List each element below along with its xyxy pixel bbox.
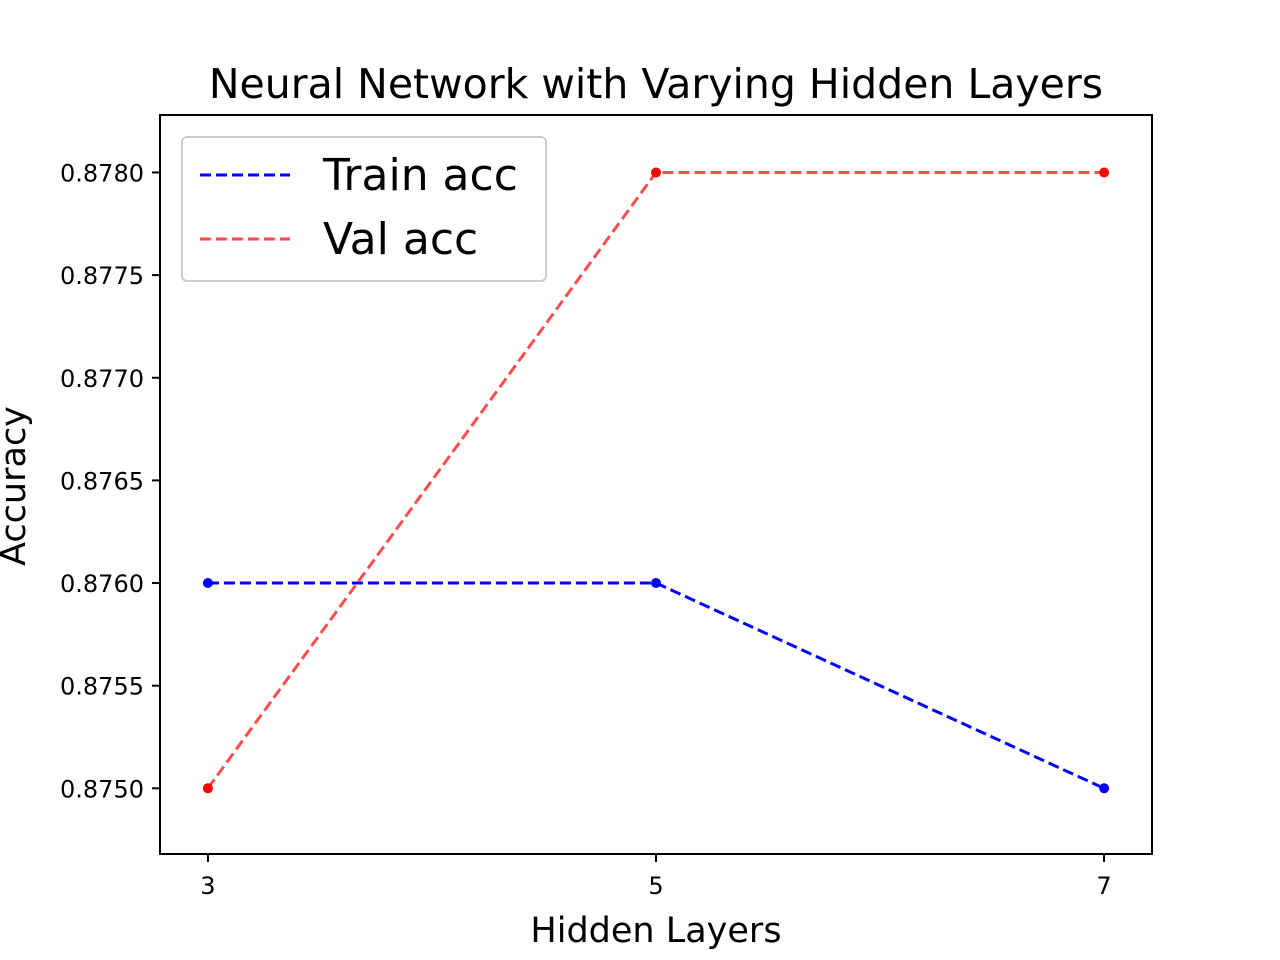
- y-tick-label: 0.8750: [60, 775, 144, 803]
- data-point-val-acc: [651, 167, 661, 178]
- data-point-train-acc: [1099, 783, 1110, 794]
- x-tick-label: 3: [200, 872, 215, 900]
- y-axis-label: Accuracy: [0, 406, 34, 566]
- series-line-train-acc: [207, 581, 1105, 790]
- x-tick-label: 7: [1096, 872, 1111, 900]
- y-tick-label: 0.8760: [60, 570, 144, 598]
- legend-frame: [181, 136, 547, 282]
- axes: 3 5 7 0.8750 0.8755 0.8760 0.8765 0.8770 0.8775 0…: [60, 114, 1153, 900]
- x-axis-label: Hidden Layers: [530, 911, 781, 951]
- y-tick-label: 0.8770: [60, 365, 144, 393]
- y-tick-label: 0.8765: [60, 467, 144, 495]
- plot-area: [202, 167, 1110, 794]
- data-point-val-acc: [1099, 167, 1110, 178]
- legend-label-val-acc: Val acc: [323, 214, 478, 265]
- data-point-val-acc: [202, 783, 213, 794]
- y-tick-label: 0.8775: [60, 262, 144, 290]
- y-tick-label: 0.8755: [60, 673, 144, 701]
- data-point-train-acc: [202, 578, 213, 588]
- data-point-train-acc: [651, 578, 661, 588]
- legend: Train acc Val acc: [181, 136, 547, 282]
- legend-label-train-acc: Train acc: [322, 150, 518, 201]
- x-tick-label: 5: [648, 872, 663, 900]
- y-tick-label: 0.8780: [60, 159, 144, 187]
- chart-title: Neural Network with Varying Hidden Layer…: [209, 60, 1103, 108]
